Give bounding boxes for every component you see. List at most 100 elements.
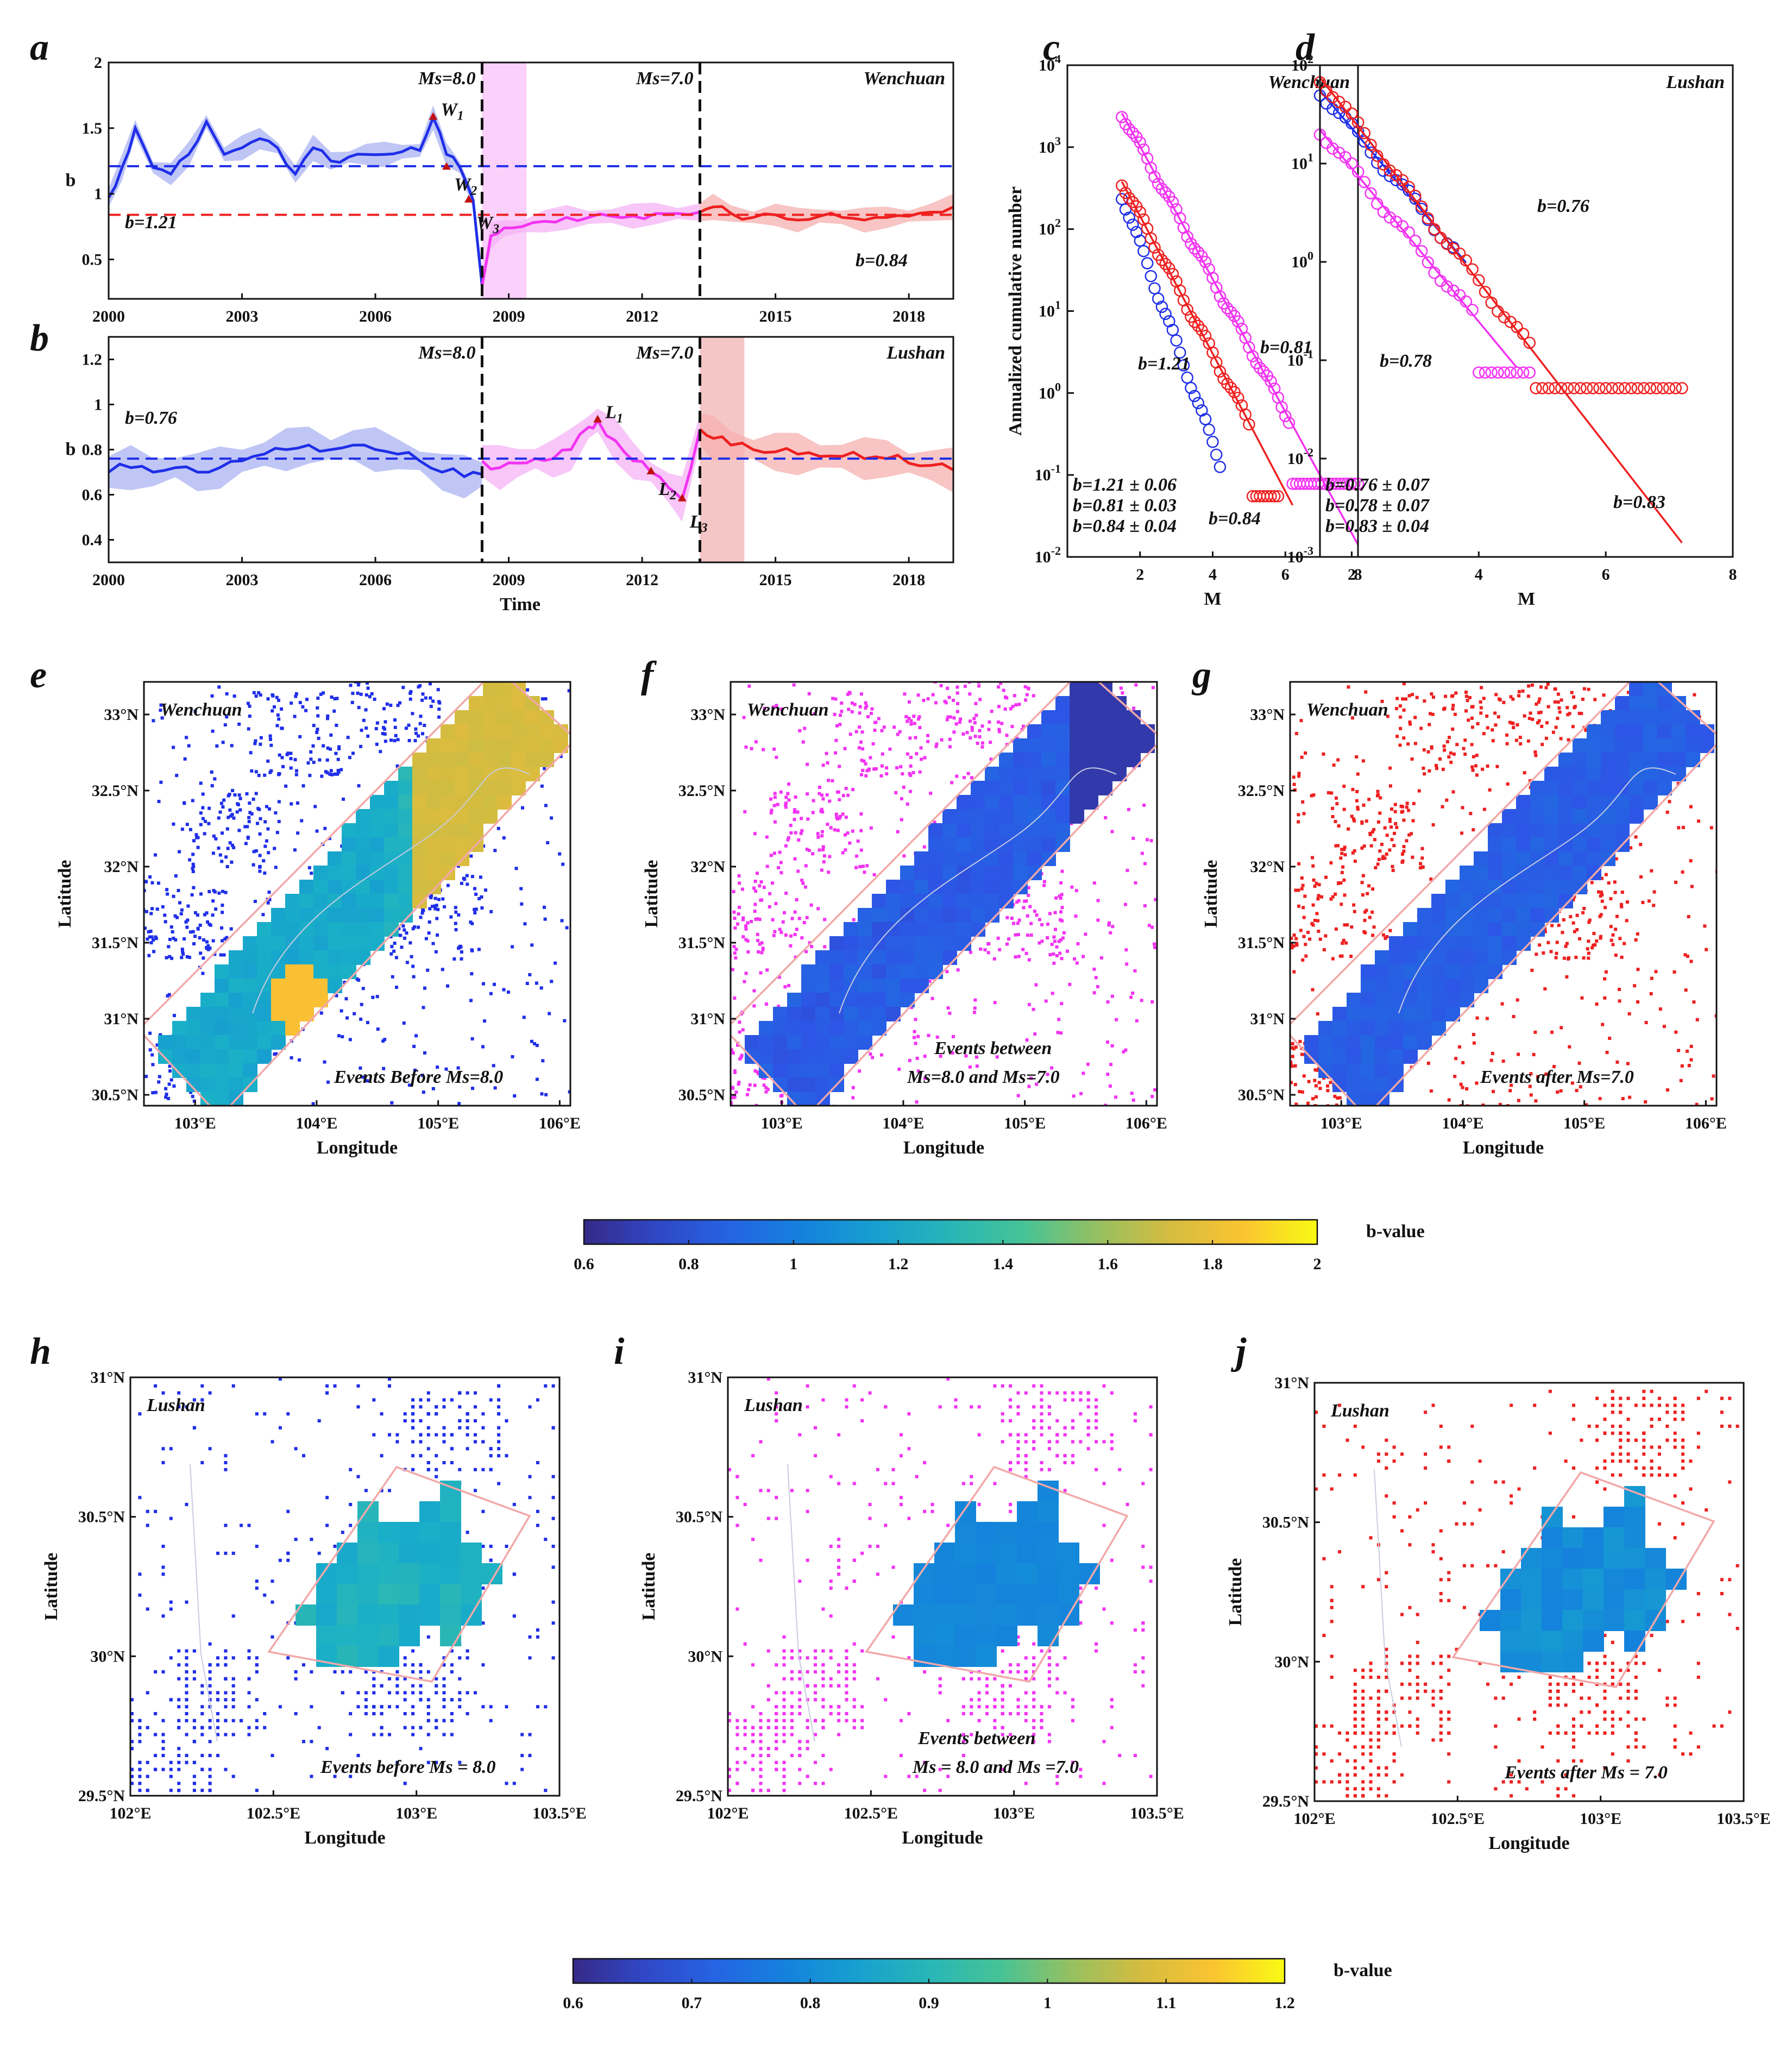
event-dot [722,1082,725,1086]
event-dot [436,907,440,911]
y-axis-label: b [66,171,76,191]
heatmap-cell [914,922,929,937]
y-tick-label-3: 101 [1039,298,1061,321]
data-point [1574,382,1587,394]
event-dot [563,1019,567,1023]
heatmap-cell [299,993,314,1007]
event-dot [450,1733,454,1736]
heatmap-cell [356,950,370,965]
heatmap-cell [412,767,427,781]
event-dot [208,1789,212,1792]
heatmap-cell [1084,738,1098,753]
event-dot [846,793,850,797]
heatmap-cell [316,1584,337,1605]
event-dot [1566,713,1570,717]
heatmap-cell [419,1584,441,1605]
event-dot [1460,831,1463,835]
heatmap-cell [200,1021,215,1036]
heatmap-cell [469,724,483,739]
y-tick-label-2: 0.8 [82,441,103,459]
data-point [1246,350,1259,362]
heatmap-cell [1375,950,1389,965]
event-dot [1577,1061,1581,1065]
event-dot [216,1551,219,1555]
heatmap-cell [1027,851,1042,866]
heatmap-cell [455,738,469,753]
data-point [1638,382,1650,394]
heatmap-cell [200,1049,215,1064]
data-point [1479,366,1492,379]
event-dot [1059,910,1062,914]
event-dot [1580,996,1584,1000]
heatmap-cell [1587,724,1601,739]
event-dot [1027,893,1030,897]
heatmap-cell [412,866,427,880]
event-dot [1371,887,1375,891]
event-dot [736,922,739,926]
event-dot [759,880,763,884]
event-dot [247,1691,251,1695]
event-dot [211,729,215,733]
data-point [1422,212,1435,225]
event-dot [1649,992,1653,995]
event-dot [426,1705,430,1709]
event-dot [1009,1419,1013,1422]
event-dot [565,926,569,930]
event-dot [269,743,273,747]
event-dot [255,1545,259,1548]
heatmap-cell [440,1563,461,1584]
event-dot [1674,1030,1678,1034]
event-dot [1419,726,1423,730]
heatmap-cell [971,795,985,810]
y-tick-label-0: 10-2 [1035,544,1061,566]
event-dot [733,917,737,920]
event-dot [298,701,302,705]
event-dot [790,1489,794,1493]
heatmap-cell [1431,950,1446,965]
event-dot [395,1705,399,1709]
event-dot [735,1607,739,1611]
event-dot [144,889,146,892]
event-dot [1550,663,1553,667]
data-point [1199,329,1212,342]
event-dot [1058,951,1062,955]
heatmap-cell [971,781,985,795]
event-dot [198,923,202,927]
heatmap-cell [858,979,872,993]
event-dot [818,792,821,795]
event-dot [1654,970,1658,974]
heatmap-cell [1460,950,1474,965]
event-dot [1549,665,1552,668]
event-dot [939,1054,942,1058]
heatmap-cell [313,922,328,937]
event-dot [745,1093,749,1096]
heatmap-cell [357,1563,379,1584]
event-dot [1464,709,1468,713]
event-dot [161,1754,165,1757]
heatmap-cell [426,738,441,753]
study-region-box [144,682,570,1106]
event-dot [853,703,857,706]
event-dot [469,854,473,858]
event-dot [1419,862,1423,866]
event-dot [1388,818,1392,821]
heatmap-cell [759,1049,774,1064]
event-dot [1363,918,1367,922]
heatmap-cell [356,908,370,923]
event-dot [408,941,412,945]
event-dot [341,1670,344,1673]
data-point [1530,382,1542,394]
event-dot [1272,1059,1275,1062]
event-dot [224,891,228,894]
event-dot [1027,1002,1031,1006]
event-dot [714,1064,717,1068]
event-dot [1451,704,1455,707]
event-dot [1281,879,1285,882]
data-point [1320,85,1332,97]
event-dot [764,1002,768,1006]
event-dot [772,804,776,807]
heatmap-cell [1417,979,1432,993]
event-dot [761,946,765,950]
heatmap-cell [469,696,483,711]
event-dot [1470,716,1474,720]
